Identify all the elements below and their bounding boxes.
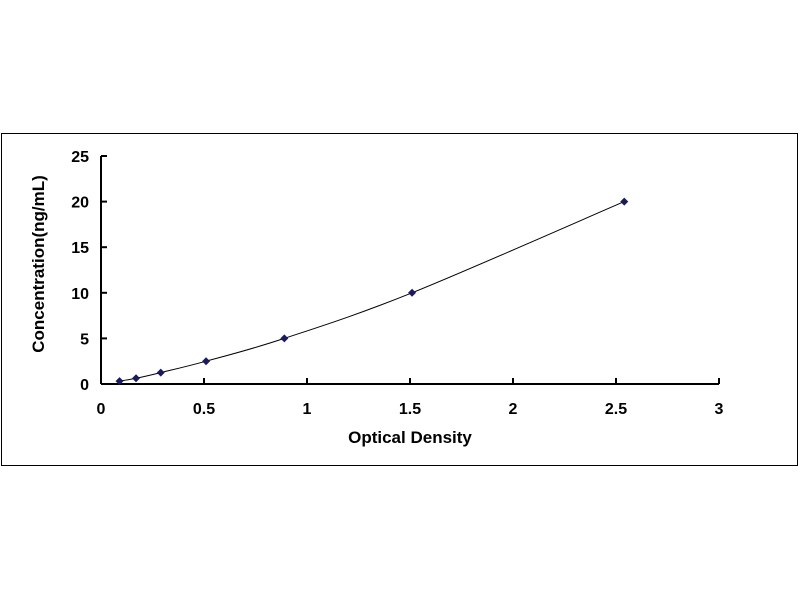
x-tick-label: 1 [303, 401, 312, 418]
y-tick-label: 25 [71, 149, 89, 166]
x-tick-label: 1.5 [399, 401, 421, 418]
data-point [408, 288, 417, 297]
x-axis-label: Optical Density [348, 428, 472, 447]
x-tick-label: 3 [715, 401, 724, 418]
y-tick-label: 20 [71, 195, 89, 212]
data-point [280, 334, 289, 343]
y-tick-label: 15 [71, 240, 89, 257]
data-point [156, 368, 165, 377]
x-tick-label: 2 [509, 401, 518, 418]
y-tick-label: 5 [80, 331, 89, 348]
y-tick-label: 0 [80, 377, 89, 394]
data-point [620, 197, 629, 206]
x-tick-label: 0 [97, 401, 106, 418]
data-point [115, 377, 124, 386]
data-point [132, 374, 141, 383]
x-tick-label: 0.5 [193, 401, 215, 418]
data-point [202, 357, 211, 366]
fitted-curve [119, 201, 625, 382]
y-tick-label: 10 [71, 286, 89, 303]
y-axis-label: Concentration(ng/mL) [29, 175, 48, 353]
x-tick-label: 2.5 [605, 401, 627, 418]
chart-frame [1, 133, 798, 466]
